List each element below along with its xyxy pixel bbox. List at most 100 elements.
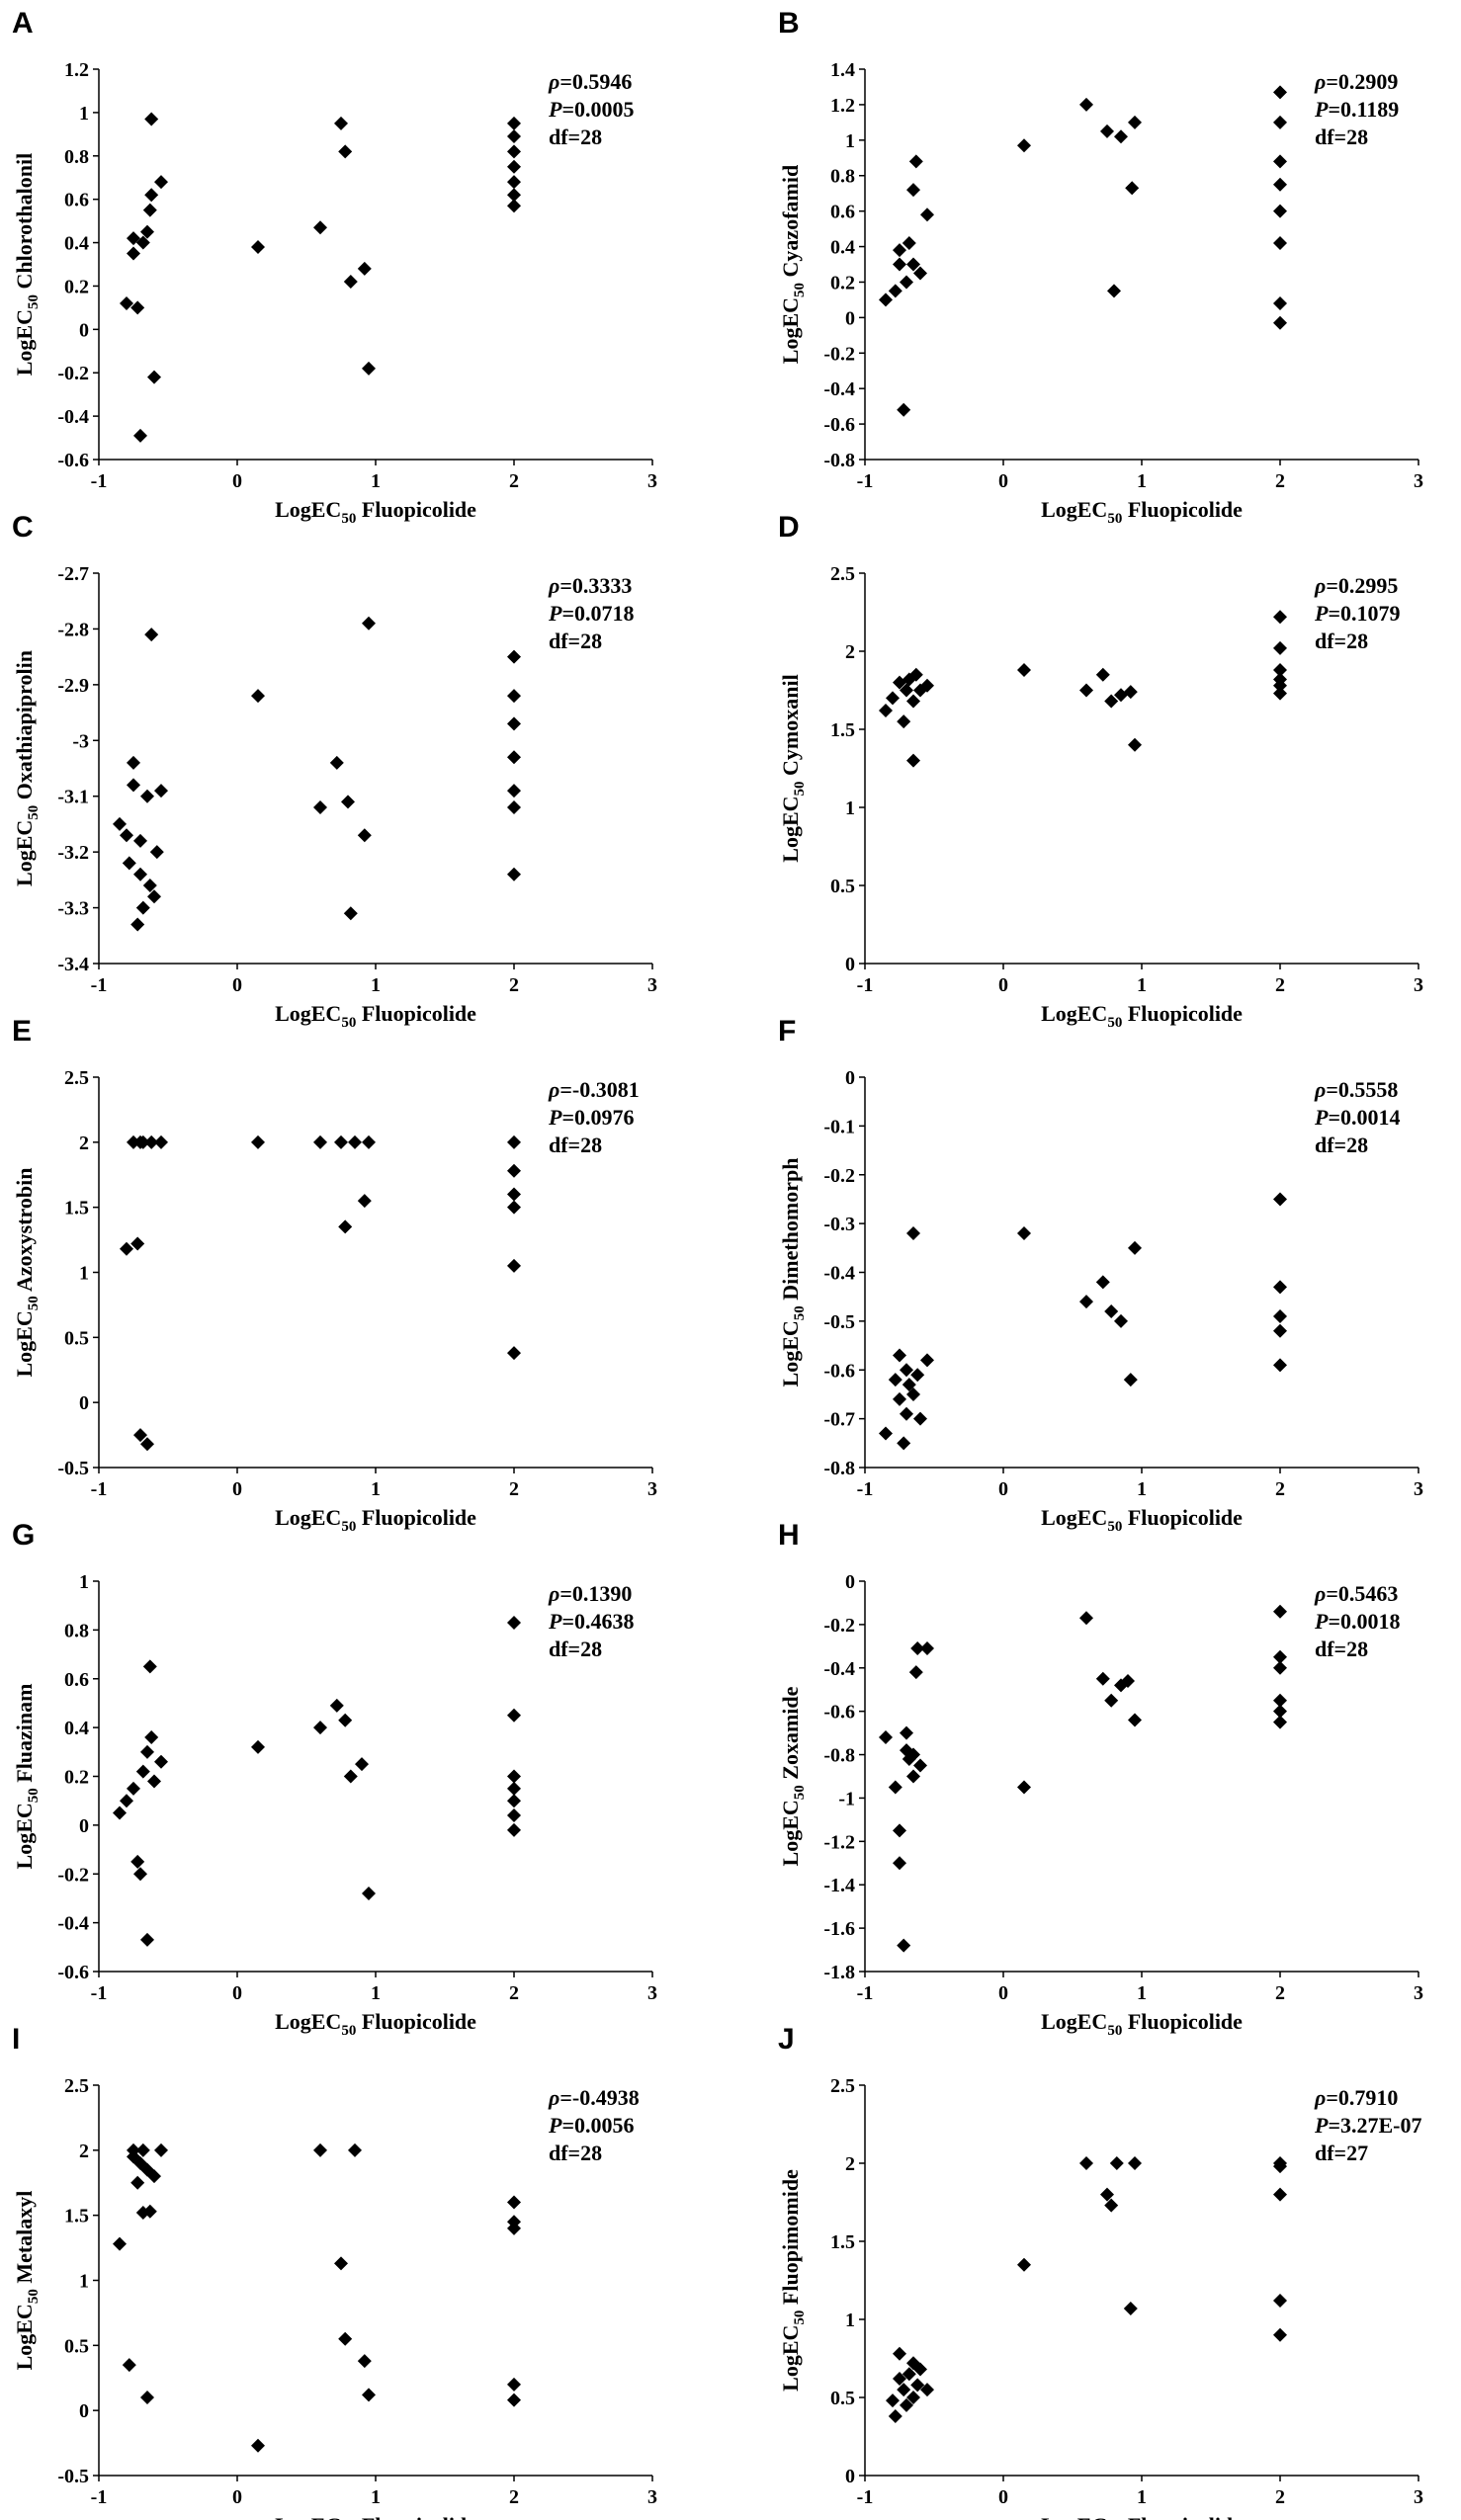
- panel-E-stat-1: P=0.0976: [548, 1105, 635, 1130]
- panel-H-point: [1273, 1649, 1287, 1664]
- panel-E-xtick-label: 0: [232, 1478, 242, 1500]
- panel-B-point: [1100, 124, 1114, 138]
- panel-C-ytick-label: -3.1: [57, 787, 89, 808]
- panel-I-point: [348, 2142, 362, 2157]
- panel-F-point: [1095, 1275, 1110, 1290]
- panel-H-ytick-label: 0: [845, 1571, 855, 1593]
- panel-B-point: [1273, 235, 1287, 250]
- panel-D-point: [920, 678, 934, 693]
- panel-D-point: [893, 675, 906, 690]
- panel-G-point: [338, 1713, 353, 1727]
- panel-I-ytick-label: 2: [79, 2141, 89, 2162]
- panel-A-xtick-label: 2: [509, 470, 519, 492]
- panel-A-stat-0: ρ=0.5946: [548, 69, 632, 94]
- panel-D-point: [906, 694, 920, 709]
- panel-F-xtick-label: 2: [1275, 1478, 1285, 1500]
- panel-A-point: [507, 188, 521, 203]
- panel-B-point: [1128, 115, 1142, 129]
- panel-J-point: [1017, 2257, 1031, 2272]
- panel-E-point: [507, 1163, 521, 1178]
- panel-A-point: [133, 428, 147, 443]
- panel-F-point: [1273, 1308, 1287, 1323]
- panel-J-point: [1079, 2156, 1093, 2170]
- panel-I-stat-2: df=28: [549, 2141, 602, 2165]
- panel-I-point: [154, 2142, 168, 2157]
- panel-G-stat-2: df=28: [549, 1637, 602, 1661]
- panel-A-point: [313, 220, 327, 235]
- panel-F-point: [900, 1406, 913, 1421]
- panel-I-point: [362, 2388, 376, 2402]
- panel-D-point: [1079, 683, 1093, 698]
- panel-E-ytick-label: 1: [79, 1263, 89, 1285]
- panel-B-point: [1273, 115, 1287, 129]
- panel-H-x-title: LogEC50 Fluopicolide: [1041, 2009, 1243, 2039]
- panel-B-ytick-label: -0.2: [823, 343, 855, 365]
- panel-G-point: [113, 1806, 127, 1820]
- panel-G-ytick-label: -0.4: [57, 1913, 89, 1935]
- panel-D-letter: D: [778, 511, 800, 544]
- panel-F-point: [1123, 1373, 1138, 1387]
- panel-H-point: [893, 1856, 906, 1871]
- panel-F: F -0.8 -0.7 -0.6 -0.5 -0.4 -0.3 -0.2 -0.1 0 -1 0 1 2 3…: [778, 1015, 1423, 1535]
- panel-C-point: [147, 889, 161, 904]
- panel-E-point: [144, 1134, 159, 1149]
- panel-C-point: [507, 716, 521, 731]
- panel-H-point: [1273, 1715, 1287, 1729]
- panel-I-point: [113, 2236, 127, 2251]
- panel-J-ytick-label: 1: [845, 2310, 855, 2331]
- panel-E-point: [251, 1134, 265, 1149]
- panel-B-ytick-label: 0.8: [830, 166, 855, 188]
- panel-F-ytick-label: -0.5: [823, 1311, 855, 1333]
- panel-F-ytick-label: -0.2: [823, 1165, 855, 1187]
- panel-I-point: [313, 2142, 327, 2157]
- panel-B-point: [906, 183, 920, 198]
- panel-I-ytick-label: 1.5: [64, 2206, 89, 2227]
- panel-J-point: [900, 2397, 913, 2412]
- panel-E-y-title: LogEC50 Azoxystrobin: [12, 1167, 42, 1377]
- panel-D-point: [1273, 662, 1287, 677]
- panel-E-ytick-label: 0: [79, 1392, 89, 1414]
- panel-I-ytick-label: 1: [79, 2271, 89, 2293]
- panel-J-point: [893, 2346, 906, 2361]
- panel-C-point: [507, 750, 521, 765]
- panel-E-ytick-label: 0.5: [64, 1327, 89, 1349]
- panel-C-point: [357, 828, 372, 843]
- panel-D-point: [897, 714, 911, 729]
- panel-I-xtick-label: 2: [509, 2486, 519, 2508]
- panel-J-stat-2: df=27: [1315, 2141, 1368, 2165]
- panel-E-xtick-label: 2: [509, 1478, 519, 1500]
- panel-I-point: [334, 2256, 348, 2271]
- panel-A-point: [144, 188, 159, 203]
- panel-A-point: [507, 199, 521, 213]
- panel-A-point: [507, 129, 521, 144]
- panel-G-point: [355, 1757, 369, 1772]
- panel-A-y-title: LogEC50 Chlorothalonil: [12, 153, 42, 377]
- panel-B-xtick-label: 0: [998, 470, 1008, 492]
- panel-H-ytick-label: -1.4: [823, 1875, 855, 1896]
- panel-D-x-title: LogEC50 Fluopicolide: [1041, 1001, 1243, 1031]
- panel-B-xtick-label: 3: [1414, 470, 1423, 492]
- panel-E-point: [334, 1134, 348, 1149]
- panel-F-point: [1273, 1323, 1287, 1338]
- panel-H-point: [879, 1730, 893, 1744]
- panel-C-point: [120, 828, 133, 843]
- panel-A-ytick-label: -0.2: [57, 363, 89, 384]
- panel-A-ytick-label: 0.2: [64, 276, 89, 297]
- panel-B-point: [888, 284, 902, 298]
- panel-E-point: [348, 1134, 362, 1149]
- panel-B-point: [902, 235, 916, 250]
- panel-F-point: [1273, 1358, 1287, 1373]
- panel-J-point: [902, 2367, 916, 2382]
- panel-D-ytick-label: 1.5: [830, 719, 855, 741]
- panel-E-xtick-label: -1: [91, 1478, 108, 1500]
- panel-A-point: [362, 361, 376, 376]
- panel-A-ytick-label: 0.8: [64, 146, 89, 168]
- panel-E-ytick-label: 1.5: [64, 1198, 89, 1219]
- panel-C-point: [343, 906, 358, 921]
- panel-C-point: [127, 778, 140, 793]
- panel-G-point: [507, 1615, 521, 1630]
- panel-G-xtick-label: -1: [91, 1982, 108, 2004]
- panel-I-point: [122, 2358, 136, 2373]
- panel-I-point: [140, 2391, 154, 2404]
- panel-C-point: [142, 879, 157, 892]
